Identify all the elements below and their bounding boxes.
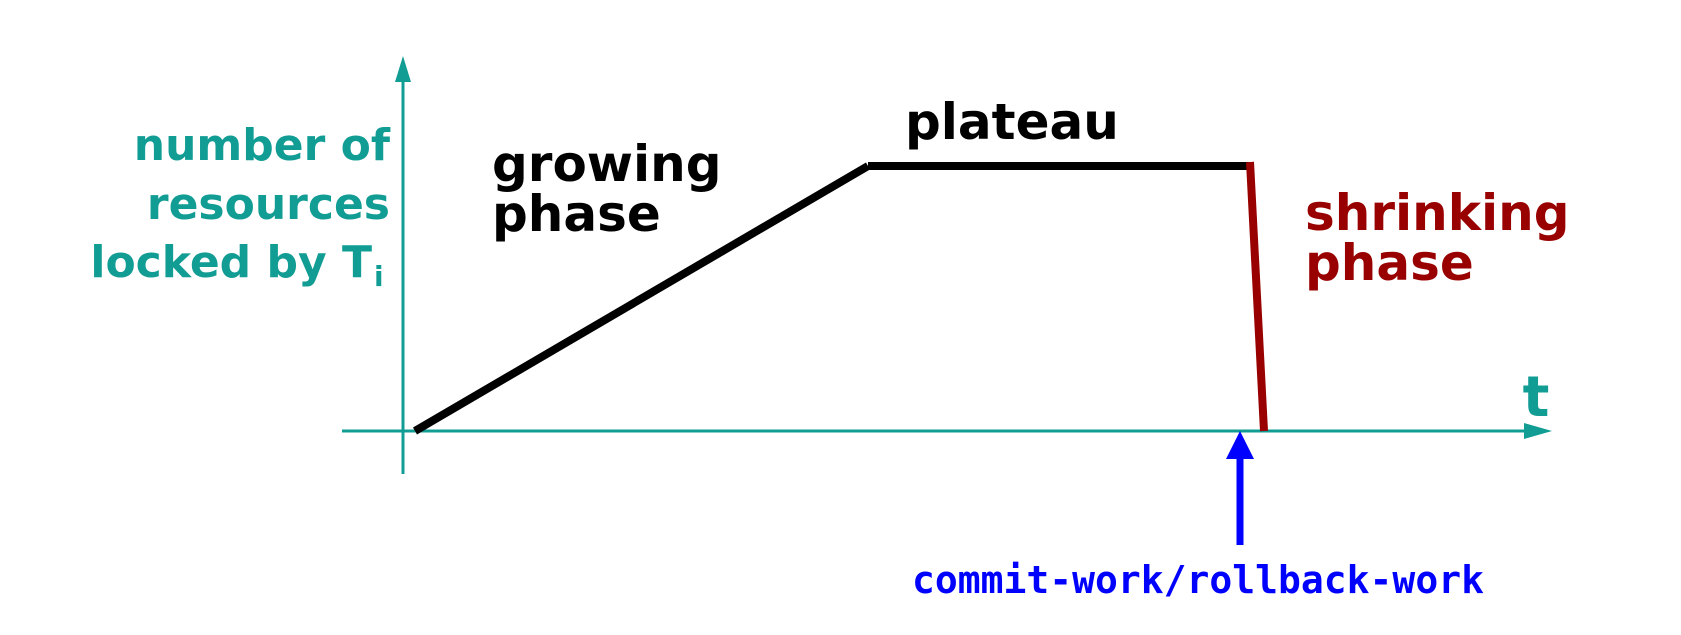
y-axis-label-main: locked by T bbox=[90, 237, 372, 288]
commit-arrow-head bbox=[1226, 431, 1254, 459]
y-axis-label-line3: locked by T bbox=[90, 237, 372, 288]
x-axis-label: t bbox=[1523, 365, 1550, 430]
commit-rollback-label: commit-work/rollback-work bbox=[912, 558, 1484, 602]
growing-phase-line bbox=[412, 162, 871, 435]
y-axis-label-line1: number of bbox=[134, 120, 391, 171]
y-axis-arrowhead bbox=[395, 56, 411, 82]
y-axis-label-line2: resources bbox=[147, 179, 390, 230]
x-axis-arrowhead bbox=[1524, 423, 1552, 439]
plateau-label: plateau bbox=[905, 93, 1119, 151]
growing-phase-label-line2: phase bbox=[492, 185, 661, 243]
shrinking-phase-label-line1: shrinking bbox=[1305, 184, 1570, 242]
growing-phase-label-line1: growing bbox=[492, 135, 722, 193]
shrinking-phase-label-line2: phase bbox=[1305, 234, 1474, 292]
shrinking-phase-line bbox=[1246, 161, 1268, 432]
y-axis-label-subscript: i bbox=[374, 260, 384, 293]
